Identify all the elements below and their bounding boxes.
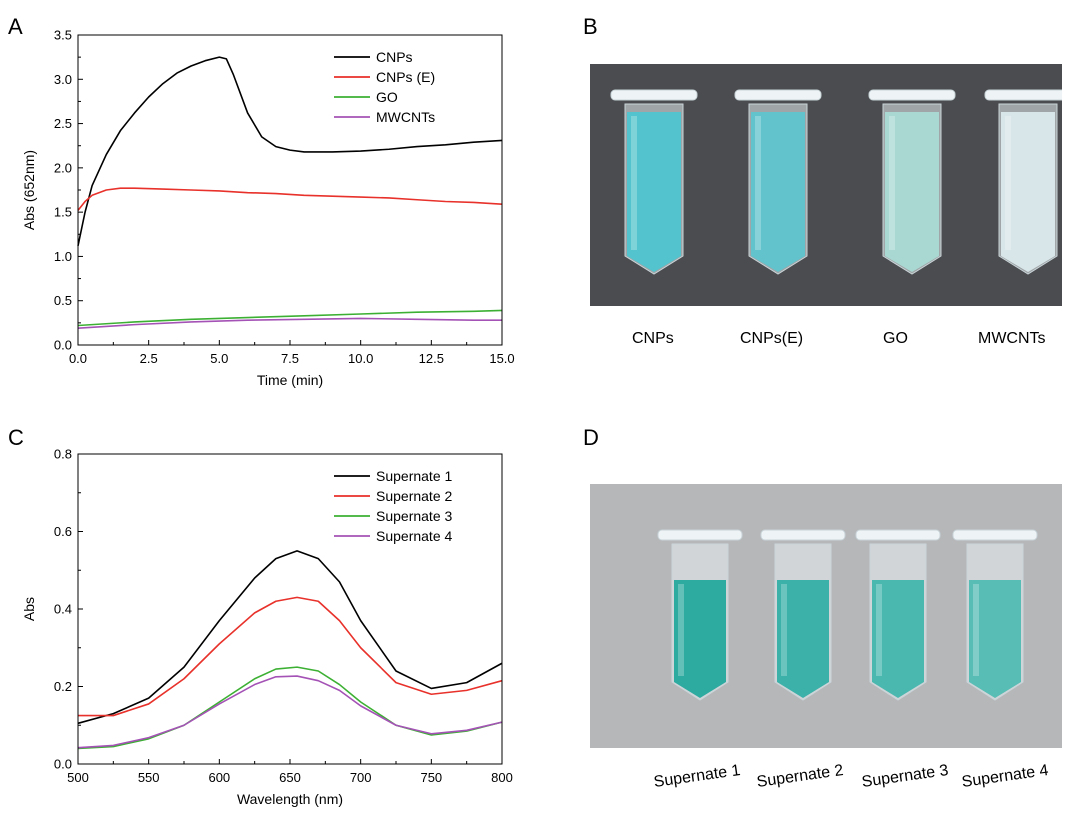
photo-b-tube-3	[868, 89, 956, 275]
chart-c-x-tick-label: 600	[208, 770, 230, 785]
chart-a-y-tick-label: 1.5	[54, 205, 72, 220]
photo-b-tube-4	[984, 89, 1062, 275]
photo-b-tubes	[590, 64, 1062, 306]
chart-a-y-axis-label: Abs (652nm)	[21, 150, 37, 230]
chart-a-legend-label-2: CNPs (E)	[376, 69, 435, 85]
photo-b-tube-2	[734, 89, 822, 275]
chart-c-legend-label-2: Supernate 2	[376, 488, 452, 504]
chart-c-absorbance-spectra: 500 550 600 650 700 750 800 0.0 0.2 0.4 0.6 0.8 Wave…	[21, 447, 513, 808]
chart-a-y-tick-label: 0.0	[54, 338, 72, 353]
photo-d-label-4: Supernate 4	[960, 761, 1050, 791]
photo-d-tubes	[590, 484, 1062, 748]
photo-d-tube-1	[657, 529, 743, 701]
photo-d-illustration	[590, 484, 1062, 748]
chart-a-x-tick-label: 0.0	[69, 351, 87, 366]
photo-d-tube-3	[855, 529, 941, 701]
chart-c-series-line-1	[77, 550, 503, 725]
chart-a-x-tick-label: 5.0	[210, 351, 228, 366]
chart-a-y-tick-label: 1.0	[54, 249, 72, 264]
chart-c-series-line-3	[77, 666, 503, 750]
chart-c-y-tick-label: 0.6	[54, 524, 72, 539]
chart-c-y-tick-label: 0.0	[54, 757, 72, 772]
chart-c-x-tick-label: 650	[279, 770, 301, 785]
chart-c-y-tick-label: 0.8	[54, 447, 72, 462]
photo-d-label-3: Supernate 3	[860, 761, 950, 791]
chart-c-x-tick-label: 750	[420, 770, 442, 785]
chart-a-x-tick-label: 10.0	[348, 351, 373, 366]
chart-c-x-tick-label: 500	[67, 770, 89, 785]
panel-letter-c: C	[8, 425, 24, 450]
chart-a-absorbance-vs-time: 0.0 2.5 5.0 7.5 10.0 12.5 15.0 0.0 0.5 1.0 1.5 2.0 2…	[21, 28, 515, 389]
photo-d-tube-2	[760, 529, 846, 701]
chart-a-y-tick-label: 0.5	[54, 293, 72, 308]
chart-a-series-line-3	[77, 309, 503, 327]
chart-c-y-tick-label: 0.4	[54, 602, 72, 617]
photo-d-label-1: Supernate 1	[652, 761, 742, 791]
photo-d-tube-4	[952, 529, 1038, 701]
chart-c-legend-label-3: Supernate 3	[376, 508, 452, 524]
chart-c-series-line-4	[77, 675, 503, 749]
chart-a-legend-label-3: GO	[376, 89, 398, 105]
chart-c-x-tick-label: 550	[138, 770, 160, 785]
chart-a-legend-label-1: CNPs	[376, 49, 413, 65]
chart-a-x-axis-label: Time (min)	[257, 372, 323, 388]
chart-a-x-tick-label: 15.0	[489, 351, 514, 366]
chart-a-x-tick-label: 2.5	[140, 351, 158, 366]
panel-letter-a: A	[8, 14, 23, 39]
chart-c-legend-label-1: Supernate 1	[376, 468, 452, 484]
chart-c-y-axis-label: Abs	[21, 597, 37, 621]
chart-c-series-line-2	[78, 596, 503, 717]
chart-a-y-tick-label: 2.0	[54, 160, 72, 175]
chart-a-series-line-4	[77, 317, 502, 329]
chart-a-series-line-2	[77, 187, 503, 211]
chart-c-x-axis-label: Wavelength (nm)	[237, 791, 343, 807]
panel-letter-b: B	[583, 14, 598, 39]
chart-c-x-tick-label: 700	[350, 770, 372, 785]
chart-a-legend-label-4: MWCNTs	[376, 109, 435, 125]
chart-a-x-tick-label: 12.5	[419, 351, 444, 366]
chart-a-plot-frame	[77, 34, 503, 346]
chart-c-y-tick-label: 0.2	[54, 679, 72, 694]
photo-b-label-4: MWCNTs	[978, 330, 1046, 347]
panel-letter-d: D	[583, 425, 599, 450]
chart-c-legend-label-4: Supernate 4	[376, 528, 452, 544]
chart-a-y-tick-label: 3.5	[54, 28, 72, 43]
chart-c-x-tick-label: 800	[491, 770, 513, 785]
chart-a-x-tick-label: 7.5	[281, 351, 299, 366]
chart-a-series-line-1	[77, 56, 503, 246]
photo-b-label-2: CNPs(E)	[740, 330, 804, 347]
photo-b-tube-1	[610, 89, 698, 275]
photo-b-label-1: CNPs	[632, 330, 674, 347]
chart-a-y-tick-label: 3.0	[54, 72, 72, 87]
photo-b-illustration	[590, 64, 1062, 306]
photo-b-label-3: GO	[883, 330, 908, 347]
chart-a-y-tick-label: 2.5	[54, 116, 72, 131]
photo-d-label-2: Supernate 2	[755, 761, 845, 791]
